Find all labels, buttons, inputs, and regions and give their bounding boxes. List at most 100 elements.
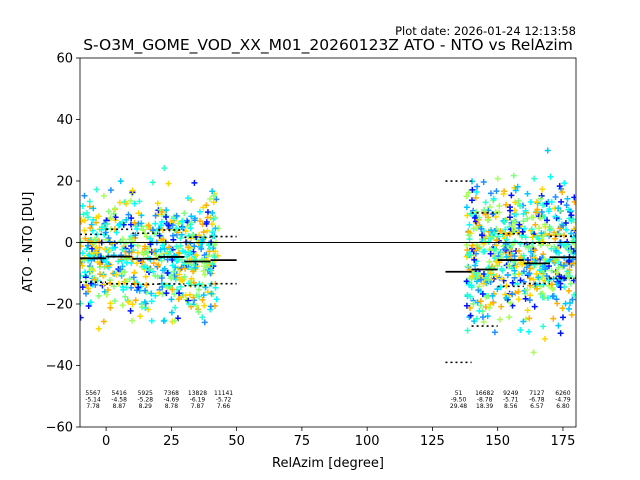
scatter-point	[157, 246, 164, 253]
scatter-point	[567, 280, 574, 287]
scatter-point	[496, 202, 503, 209]
scatter-point	[560, 232, 567, 239]
scatter-point	[142, 273, 149, 280]
x-axis-ticks: 0 25 50 75 100 125 150 175	[102, 427, 575, 449]
scatter-point	[481, 206, 488, 213]
scatter-point	[197, 217, 204, 224]
scatter-point	[524, 190, 531, 197]
scatter-point	[90, 216, 97, 223]
scatter-point	[541, 294, 548, 301]
scatter-point	[181, 273, 188, 280]
scatter-point	[171, 252, 178, 259]
scatter-point	[486, 258, 493, 265]
scatter-point	[526, 315, 533, 322]
scatter-point	[163, 290, 170, 297]
scatter-point	[470, 300, 477, 307]
scatter-point	[526, 270, 533, 277]
scatter-point	[190, 268, 197, 275]
scatter-point	[80, 238, 84, 245]
scatter-point	[127, 197, 134, 204]
scatter-point	[528, 243, 535, 250]
scatter-point	[544, 147, 551, 154]
scatter-point	[464, 327, 471, 334]
scatter-point	[119, 269, 126, 276]
scatter-point	[168, 309, 175, 316]
scatter-point	[542, 221, 549, 228]
scatter-point	[527, 265, 534, 272]
scatter-point	[188, 275, 195, 282]
x-tick-label: 50	[228, 434, 245, 449]
scatter-point	[209, 261, 216, 268]
scatter-point	[544, 217, 551, 224]
scatter-point	[173, 212, 180, 219]
scatter-point	[164, 269, 171, 276]
scatter-point	[554, 300, 561, 307]
scatter-point	[182, 265, 189, 272]
scatter-point	[135, 220, 142, 227]
scatter-point	[493, 258, 500, 265]
scatter-point	[171, 291, 178, 298]
scatter-point	[557, 330, 564, 337]
scatter-point	[158, 209, 165, 216]
scatter-point	[564, 195, 571, 202]
bin-count-label: 7368	[164, 390, 179, 397]
scatter-point	[87, 299, 94, 306]
scatter-point	[571, 194, 576, 201]
scatter-point	[509, 223, 516, 230]
scatter-point	[129, 301, 136, 308]
scatter-point	[200, 268, 207, 275]
scatter-point	[131, 270, 138, 277]
scatter-point	[193, 292, 200, 299]
scatter-point	[560, 222, 567, 229]
scatter-point	[104, 263, 111, 270]
scatter-point	[83, 246, 90, 253]
scatter-point	[508, 242, 515, 249]
scatter-point	[106, 238, 113, 245]
scatter-point	[109, 245, 116, 252]
scatter-point	[190, 279, 197, 286]
scatter-point	[81, 227, 88, 234]
scatter-point	[80, 211, 87, 218]
scatter-point	[204, 209, 211, 216]
scatter-point	[81, 217, 88, 224]
scatter-point	[137, 313, 144, 320]
scatter-point	[555, 322, 562, 329]
scatter-point	[97, 261, 104, 268]
scatter-point	[537, 195, 544, 202]
scatter-point	[533, 270, 540, 277]
scatter-point	[113, 271, 120, 278]
scatter-point	[525, 244, 532, 251]
scatter-point	[489, 210, 496, 217]
scatter-point	[515, 296, 522, 303]
bin-std-lines	[80, 180, 576, 364]
scatter-point	[479, 314, 486, 321]
scatter-point	[204, 289, 211, 296]
scatter-point	[160, 236, 167, 243]
scatter-point	[511, 238, 518, 245]
scatter-point	[163, 207, 170, 214]
scatter-point	[158, 218, 165, 225]
scatter-point	[480, 248, 487, 255]
scatter-point	[530, 276, 537, 283]
scatter-point	[85, 214, 92, 221]
scatter-point	[493, 273, 500, 280]
scatter-point	[128, 215, 135, 222]
scatter-point	[567, 208, 574, 215]
scatter-point	[127, 307, 134, 314]
scatter-point	[87, 267, 94, 274]
scatter-point	[563, 226, 570, 233]
scatter-point	[117, 266, 124, 273]
scatter-point	[175, 257, 182, 264]
y-tick-label: 60	[56, 52, 73, 67]
scatter-point	[565, 287, 572, 294]
scatter-point	[474, 270, 481, 277]
scatter-point	[496, 316, 503, 323]
scatter-point	[502, 246, 509, 253]
scatter-point	[540, 251, 547, 258]
scatter-point	[118, 238, 125, 245]
scatter-point	[142, 287, 149, 294]
bin-count-label: 13828	[188, 390, 207, 397]
scatter-point	[155, 261, 162, 268]
scatter-point	[571, 291, 576, 298]
